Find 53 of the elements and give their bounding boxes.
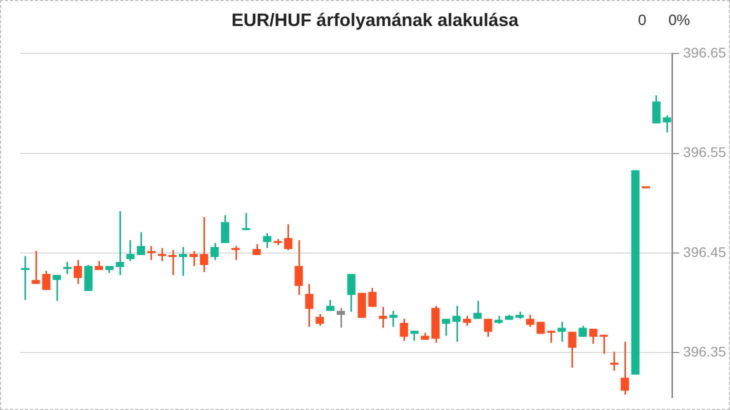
candlestick [452,305,461,343]
candlestick [662,114,672,134]
candlestick [368,287,376,308]
candlestick [168,249,177,276]
candlestick [136,231,146,256]
candlestick [42,270,50,291]
candlestick [442,318,450,337]
candlestick [652,94,661,124]
candlestick [74,259,82,285]
candlestick [178,246,188,277]
candlestick [336,307,345,329]
candlestick [52,274,61,302]
candlestick [305,283,314,328]
candlestick [116,210,124,276]
candlestick [389,310,398,328]
text: 0 [638,12,646,30]
candlestick [589,328,598,345]
chart-title: EUR/HUF árfolyamának alakulása [231,10,520,30]
text: 0% [668,12,690,30]
y-tick-label: 396.35 [683,344,726,360]
candlestick [158,247,166,262]
candlestick [484,318,492,338]
candlestick [620,341,629,396]
candlestick [147,245,156,261]
candlestick [578,325,587,338]
candlestick [232,245,240,261]
candlestick [558,321,566,343]
candlestick [189,250,198,267]
candlestick [284,223,292,251]
candlestick [316,313,324,327]
candlestick [242,212,250,231]
y-tick-label: 396.45 [683,244,726,260]
candlestick [210,242,219,261]
candlestick [294,239,303,296]
candlestick [462,315,472,327]
candlestick [473,300,482,320]
candlestick [400,318,408,342]
y-tick-label: 396.55 [683,144,726,160]
candlestick [21,255,30,301]
candlestick [347,273,356,313]
candlestick [568,331,576,368]
candlestick [32,250,40,285]
candlestick [600,334,608,354]
candlestick [378,306,388,329]
candlestick [200,216,208,273]
candlestick [263,232,272,249]
candlestick [326,299,334,312]
candlestick [126,239,135,262]
candlestick [610,350,618,372]
y-tick-label: 396.65 [683,44,726,60]
candlestick [63,261,72,275]
candlestick [221,214,230,244]
candlestick [526,314,534,328]
